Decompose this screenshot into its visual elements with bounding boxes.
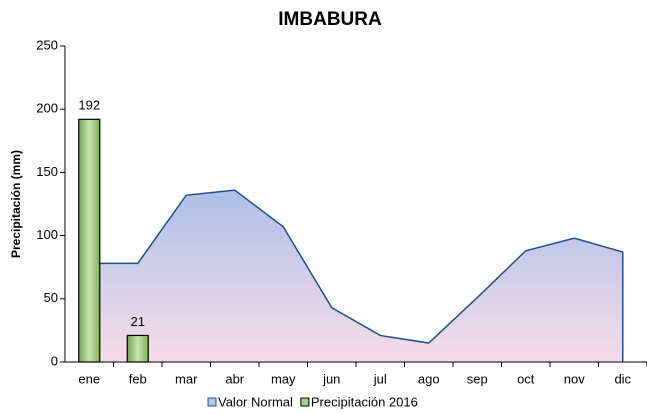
x-tick-label: jun — [322, 371, 340, 386]
y-tick-label: 100 — [36, 227, 58, 242]
x-tick-label: feb — [129, 371, 147, 386]
y-tick-label: 250 — [36, 37, 58, 52]
y-axis-label: Precipitación (mm) — [9, 150, 23, 258]
legend-swatch — [207, 397, 217, 407]
data-label: 192 — [78, 98, 100, 113]
bar — [78, 118, 101, 363]
data-label: 21 — [131, 314, 145, 329]
x-tick-label: dic — [614, 371, 631, 386]
legend-label: Valor Normal — [218, 394, 293, 409]
y-tick-label: 50 — [44, 290, 58, 305]
x-tick-label: mar — [175, 371, 198, 386]
x-tick-label: abr — [225, 371, 244, 386]
x-tick-label: sep — [467, 371, 488, 386]
y-tick-label: 200 — [36, 101, 58, 116]
x-tick-label: ago — [418, 371, 440, 386]
chart-title: IMBABURA — [278, 9, 382, 30]
area-line — [89, 189, 624, 362]
legend-label: Precipitación 2016 — [311, 394, 418, 409]
x-tick-label: may — [271, 371, 296, 386]
x-tick-label: jul — [373, 371, 387, 386]
bar — [126, 334, 149, 363]
x-tick-label: ene — [78, 371, 100, 386]
y-tick-label: 150 — [36, 164, 58, 179]
legend-swatch — [300, 397, 310, 407]
x-tick-label: nov — [564, 371, 585, 386]
x-tick-label: oct — [517, 371, 535, 386]
y-tick-label: 0 — [51, 353, 58, 368]
area-fill — [89, 190, 623, 362]
